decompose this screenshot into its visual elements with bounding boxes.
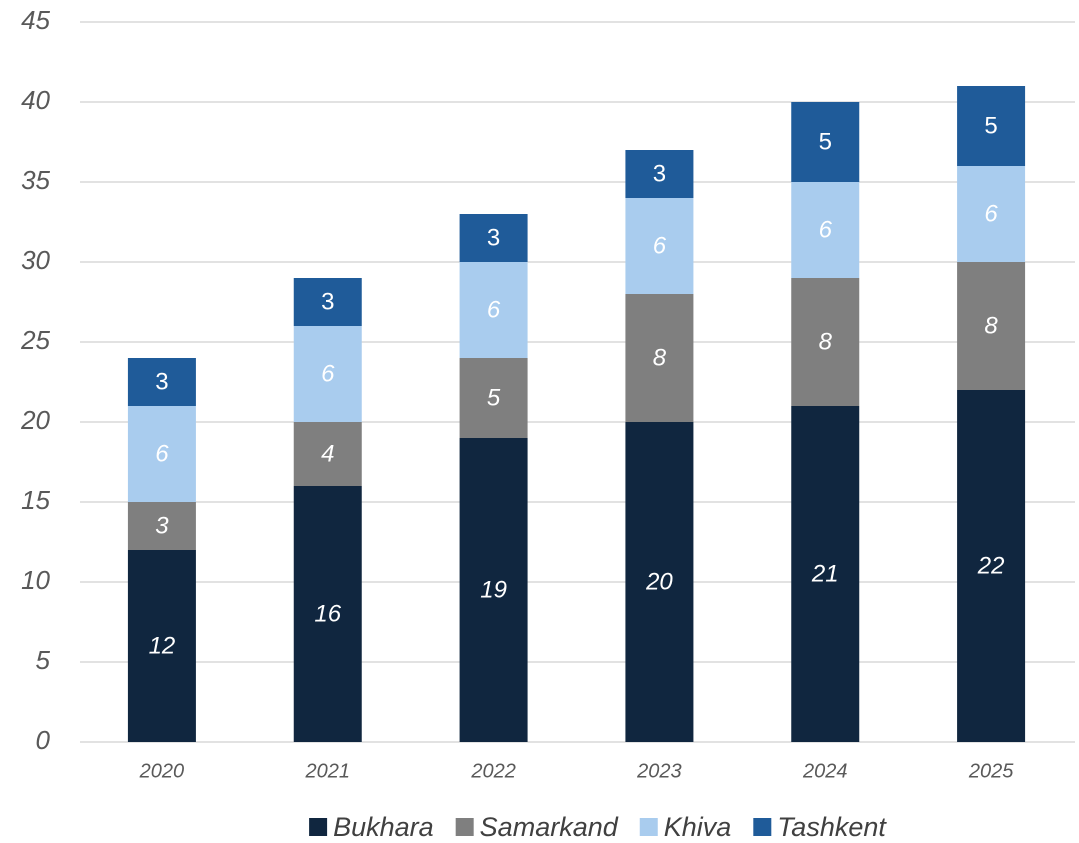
bar-segment [791,278,860,406]
y-tick-label: 40 [21,85,50,115]
data-label: 6 [984,200,998,227]
legend-swatch [455,818,474,836]
data-label: 3 [321,288,334,315]
bar-segment [127,502,196,550]
bar-segment [293,422,362,486]
bar-segment [625,150,694,198]
x-tick-label: 2022 [470,760,516,782]
bar-segment [957,390,1026,742]
legend-label: Tashkent [777,812,887,842]
bar-segment [459,358,528,438]
data-label: 6 [321,360,335,387]
x-tick-label: 2025 [968,760,1014,782]
bar-segment [791,102,860,182]
data-label: 5 [984,112,997,139]
legend-label: Samarkand [480,812,619,842]
bar-segment [127,406,196,502]
x-tick-label: 2020 [139,760,185,782]
bar-segment [957,262,1026,390]
bar-segment [791,406,860,742]
data-label: 20 [645,568,673,595]
legend-label: Khiva [664,812,732,842]
y-tick-label: 25 [20,325,50,355]
bar-segment [127,550,196,742]
data-label: 16 [314,600,341,627]
data-label: 6 [819,216,833,243]
data-label: 22 [977,552,1005,579]
data-label: 8 [819,328,833,355]
legend-swatch [309,818,328,836]
y-tick-label: 0 [36,725,51,755]
bar-segment [957,86,1026,166]
bar-segment [293,486,362,742]
y-tick-label: 45 [21,5,50,35]
data-label: 21 [811,560,839,587]
bar-segment [293,278,362,326]
data-label: 3 [155,368,168,395]
bar-segment [459,214,528,262]
legend-swatch [753,818,772,836]
data-label: 6 [155,440,169,467]
x-tick-label: 2024 [802,760,848,782]
bar-segment [459,438,528,742]
data-label: 3 [487,224,500,251]
bar-segment [791,182,860,278]
bar-segment [625,422,694,742]
data-label: 5 [819,128,832,155]
bar-segment [459,262,528,358]
legend-label: Bukhara [333,812,434,842]
data-label: 6 [487,296,501,323]
y-tick-label: 35 [21,165,50,195]
y-tick-label: 15 [21,485,50,515]
bar-segment [957,166,1026,262]
y-tick-label: 20 [20,405,50,435]
x-tick-label: 2023 [636,760,682,782]
data-label: 6 [653,232,667,259]
x-tick-label: 2021 [305,760,351,782]
data-label: 19 [480,576,507,603]
legend-swatch [639,818,658,836]
bar-segment [293,326,362,422]
data-label: 3 [653,160,666,187]
data-label: 12 [149,632,176,659]
bar-segment [625,198,694,294]
data-label: 4 [321,440,334,467]
data-label: 3 [155,512,169,539]
y-tick-label: 10 [21,565,50,595]
y-tick-label: 30 [21,245,50,275]
bar-segment [127,358,196,406]
data-label: 8 [653,344,667,371]
bar-segment [625,294,694,422]
data-label: 5 [487,384,501,411]
y-tick-label: 5 [36,645,51,675]
data-label: 8 [984,312,998,339]
